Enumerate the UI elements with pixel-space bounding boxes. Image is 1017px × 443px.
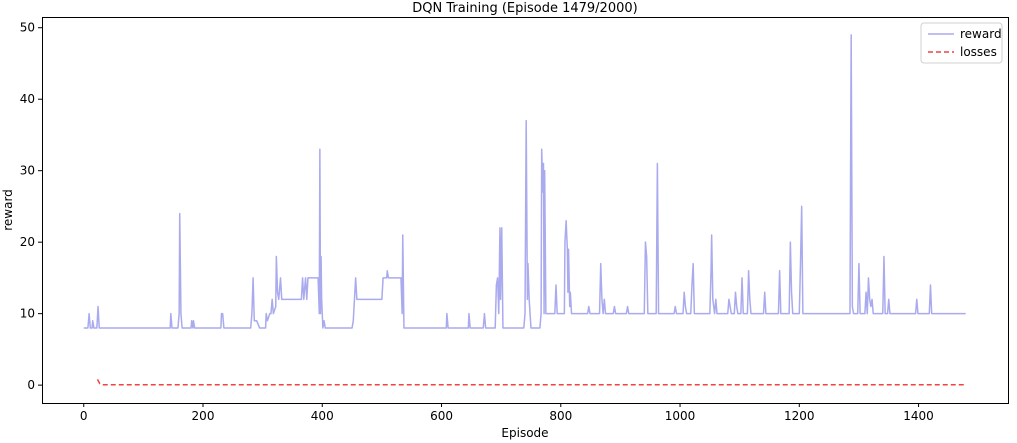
x-tick-label: 1200: [784, 409, 815, 423]
x-axis-label: Episode: [501, 426, 548, 440]
x-tick-label: 200: [192, 409, 215, 423]
plot-frame: [42, 17, 1009, 404]
x-tick-label: 400: [311, 409, 334, 423]
chart-title: DQN Training (Episode 1479/2000): [412, 1, 637, 16]
x-tick-label: 0: [80, 409, 88, 423]
legend-label-reward: reward: [960, 27, 1002, 41]
legend-label-losses: losses: [960, 45, 997, 59]
y-tick-label: 30: [20, 164, 35, 178]
plot-lines: [83, 34, 966, 386]
y-axis-label: reward: [1, 189, 15, 231]
legend: reward losses: [920, 22, 1003, 64]
y-axis: 0 10 20 30 40 50: [20, 21, 42, 392]
x-tick-label: 800: [549, 409, 572, 423]
y-tick-label: 0: [27, 378, 35, 392]
y-tick-label: 10: [20, 307, 35, 321]
x-tick-label: 600: [430, 409, 453, 423]
y-tick-label: 50: [20, 21, 35, 35]
x-tick-label: 1400: [903, 409, 934, 423]
legend-box: [920, 22, 1003, 64]
y-tick-label: 20: [20, 235, 35, 249]
x-tick-label: 1000: [665, 409, 696, 423]
series-line-losses: [96, 379, 966, 386]
y-tick-label: 40: [20, 92, 35, 106]
x-axis: 0 200 400 600 800 1000 1200 1400: [80, 403, 934, 423]
series-line-reward: [83, 34, 966, 329]
